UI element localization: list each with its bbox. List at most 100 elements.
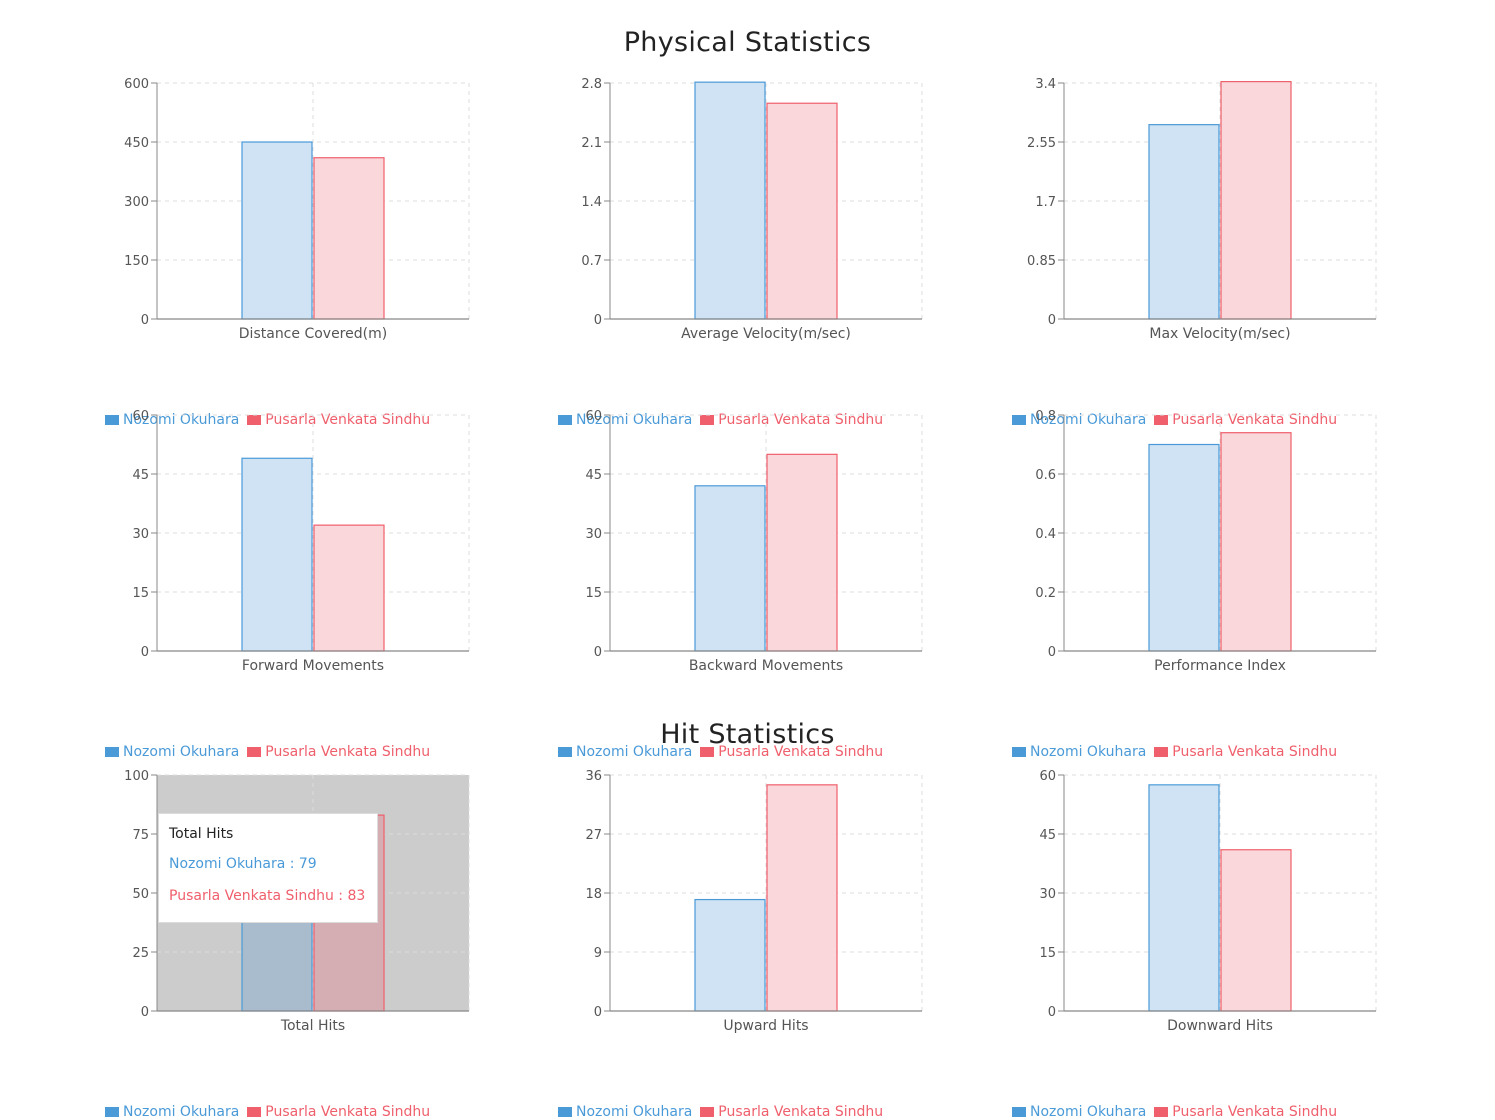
legend-item-series1[interactable]: Nozomi Okuhara xyxy=(558,412,692,428)
y-tick-label: 0 xyxy=(141,313,149,328)
legend-swatch xyxy=(558,415,572,425)
y-tick-label: 0 xyxy=(141,645,149,660)
bar-pusarla-venkata-sindhu[interactable] xyxy=(1220,432,1292,652)
bar-pusarla-venkata-sindhu[interactable] xyxy=(766,102,838,320)
legend-swatch xyxy=(105,415,119,425)
legend-label: Pusarla Venkata Sindhu xyxy=(1172,744,1338,760)
bar-nozomi-okuhara[interactable] xyxy=(1148,784,1220,1012)
y-tick-label: 300 xyxy=(124,195,149,210)
y-tick-label: 45 xyxy=(132,468,149,483)
bar-nozomi-okuhara[interactable] xyxy=(694,485,766,652)
legend-item-series1[interactable]: Nozomi Okuhara xyxy=(105,744,239,760)
legend-label: Nozomi Okuhara xyxy=(123,412,240,428)
y-tick-label: 0.6 xyxy=(1035,468,1056,483)
bar-nozomi-okuhara[interactable] xyxy=(694,898,766,1012)
legend-item-series1[interactable]: Nozomi Okuhara xyxy=(1012,412,1146,428)
legend-item-series2[interactable]: Pusarla Venkata Sindhu xyxy=(1154,1104,1337,1120)
legend-swatch xyxy=(700,1107,715,1117)
chart-legend: Nozomi Okuhara Pusarla Venkata Sindhu xyxy=(1012,412,1345,428)
legend-item-series2[interactable]: Pusarla Venkata Sindhu xyxy=(700,1104,883,1120)
y-tick-label: 36 xyxy=(585,769,602,784)
legend-item-series1[interactable]: Nozomi Okuhara xyxy=(558,744,692,760)
y-tick-label: 0 xyxy=(594,313,602,328)
y-tick-label: 2.8 xyxy=(581,77,602,92)
legend-swatch xyxy=(700,747,715,757)
legend-item-series2[interactable]: Pusarla Venkata Sindhu xyxy=(700,412,883,428)
bar-chart-svg: 0 15 30 45 60 Forward Movements xyxy=(132,409,470,674)
legend-label: Pusarla Venkata Sindhu xyxy=(1172,1104,1338,1120)
legend-swatch xyxy=(1154,747,1169,757)
bar-chart-svg: 0 15 30 45 60 Backward Movements xyxy=(585,409,923,674)
bar-nozomi-okuhara[interactable] xyxy=(694,81,766,320)
y-tick-label: 450 xyxy=(124,136,149,151)
legend-item-series2[interactable]: Pusarla Venkata Sindhu xyxy=(247,744,430,760)
y-tick-label: 45 xyxy=(1039,828,1056,843)
legend-item-series2[interactable]: Pusarla Venkata Sindhu xyxy=(247,1104,430,1120)
chart-legend: Nozomi Okuhara Pusarla Venkata Sindhu xyxy=(1012,1104,1345,1120)
legend-swatch xyxy=(247,1107,262,1117)
y-tick-label: 30 xyxy=(132,527,149,542)
y-tick-label: 0.85 xyxy=(1027,254,1056,269)
legend-swatch xyxy=(247,747,262,757)
x-axis-label: Downward Hits xyxy=(1167,1018,1273,1034)
legend-item-series2[interactable]: Pusarla Venkata Sindhu xyxy=(247,412,430,428)
y-tick-label: 75 xyxy=(132,828,149,843)
x-axis-label: Total Hits xyxy=(280,1018,345,1034)
y-tick-label: 2.55 xyxy=(1027,136,1056,151)
y-tick-label: 9 xyxy=(594,946,602,961)
y-tick-label: 0.2 xyxy=(1035,586,1056,601)
legend-swatch xyxy=(558,1107,572,1117)
legend-swatch xyxy=(1154,415,1169,425)
legend-label: Pusarla Venkata Sindhu xyxy=(265,412,431,428)
total-hits-tooltip: Total Hits Nozomi Okuhara : 79 Pusarla V… xyxy=(158,813,378,923)
y-tick-label: 30 xyxy=(585,527,602,542)
bar-nozomi-okuhara[interactable] xyxy=(1148,443,1220,652)
bar-pusarla-venkata-sindhu[interactable] xyxy=(1220,81,1292,320)
legend-item-series1[interactable]: Nozomi Okuhara xyxy=(105,412,239,428)
bar-chart-svg: 0 150 300 450 600 Distance Covered(m) xyxy=(124,77,470,342)
legend-swatch xyxy=(105,747,119,757)
y-tick-label: 0 xyxy=(1048,645,1056,660)
bar-pusarla-venkata-sindhu[interactable] xyxy=(313,524,385,652)
legend-item-series1[interactable]: Nozomi Okuhara xyxy=(558,1104,692,1120)
y-tick-label: 45 xyxy=(585,468,602,483)
x-axis-label: Forward Movements xyxy=(242,658,384,674)
legend-item-series2[interactable]: Pusarla Venkata Sindhu xyxy=(700,744,883,760)
legend-swatch xyxy=(247,415,262,425)
bar-nozomi-okuhara[interactable] xyxy=(1148,124,1220,320)
y-tick-label: 0 xyxy=(1048,1005,1056,1020)
chart-legend: Nozomi Okuhara Pusarla Venkata Sindhu xyxy=(558,412,891,428)
legend-label: Nozomi Okuhara xyxy=(576,412,693,428)
y-tick-label: 60 xyxy=(132,409,149,424)
y-tick-label: 0 xyxy=(594,645,602,660)
bar-nozomi-okuhara[interactable] xyxy=(241,457,313,652)
bar-pusarla-venkata-sindhu[interactable] xyxy=(766,784,838,1012)
legend-item-series1[interactable]: Nozomi Okuhara xyxy=(1012,744,1146,760)
y-tick-label: 15 xyxy=(1039,946,1056,961)
chart-panel-forward-movements: 0 15 30 45 60 Forward Movements Nozomi Okuhara… xyxy=(105,407,485,760)
legend-item-series2[interactable]: Pusarla Venkata Sindhu xyxy=(1154,412,1337,428)
legend-item-series1[interactable]: Nozomi Okuhara xyxy=(1012,1104,1146,1120)
bar-pusarla-venkata-sindhu[interactable] xyxy=(766,453,838,652)
y-tick-label: 27 xyxy=(585,828,602,843)
chart-panel-max-velocity: 0 0.85 1.7 2.55 3.4 Max Velocity(m/sec) Nozomi… xyxy=(1012,75,1392,428)
y-tick-label: 60 xyxy=(1039,769,1056,784)
legend-label: Pusarla Venkata Sindhu xyxy=(718,1104,884,1120)
legend-label: Nozomi Okuhara xyxy=(576,1104,693,1120)
legend-swatch xyxy=(1012,415,1026,425)
tooltip-series1-value: Nozomi Okuhara : 79 xyxy=(169,856,317,872)
chart-panel-upward-hits: 0 9 18 27 36 Upward Hits Nozomi Okuhara Pusarla… xyxy=(558,767,938,1120)
y-tick-label: 150 xyxy=(124,254,149,269)
legend-item-series2[interactable]: Pusarla Venkata Sindhu xyxy=(1154,744,1337,760)
tooltip-series2-value: Pusarla Venkata Sindhu : 83 xyxy=(169,888,366,904)
chart-legend: Nozomi Okuhara Pusarla Venkata Sindhu xyxy=(105,1104,438,1120)
y-tick-label: 25 xyxy=(132,946,149,961)
bar-pusarla-venkata-sindhu[interactable] xyxy=(313,157,385,320)
bar-pusarla-venkata-sindhu[interactable] xyxy=(1220,849,1292,1012)
chart-legend: Nozomi Okuhara Pusarla Venkata Sindhu xyxy=(558,744,891,760)
y-tick-label: 0.7 xyxy=(581,254,602,269)
legend-item-series1[interactable]: Nozomi Okuhara xyxy=(105,1104,239,1120)
bar-nozomi-okuhara[interactable] xyxy=(241,141,313,320)
legend-label: Nozomi Okuhara xyxy=(1030,744,1147,760)
legend-label: Pusarla Venkata Sindhu xyxy=(1172,412,1338,428)
